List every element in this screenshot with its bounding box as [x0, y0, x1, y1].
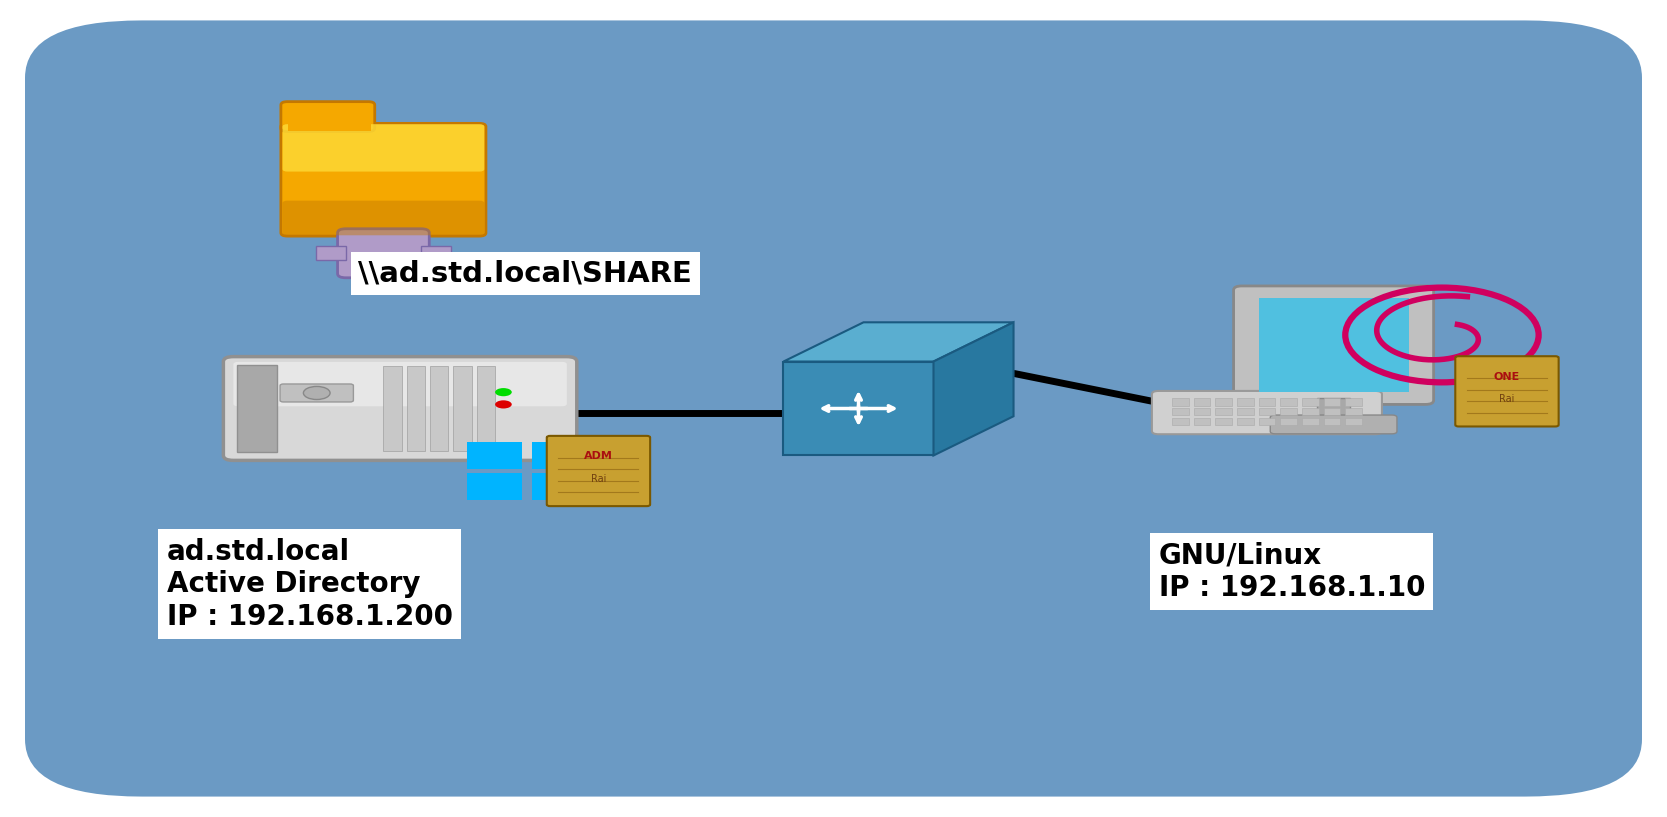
Bar — [1194, 418, 1210, 426]
Bar — [1324, 399, 1340, 406]
Bar — [1302, 418, 1319, 426]
FancyBboxPatch shape — [337, 229, 430, 278]
Circle shape — [495, 400, 512, 408]
FancyBboxPatch shape — [1270, 415, 1397, 434]
Bar — [1345, 399, 1362, 406]
Bar — [288, 121, 372, 131]
Bar — [1172, 408, 1189, 416]
Bar — [1237, 399, 1254, 406]
Bar — [1194, 408, 1210, 416]
Bar — [1302, 408, 1319, 416]
Bar — [1215, 408, 1232, 416]
Bar — [1345, 418, 1362, 426]
Bar — [237, 364, 277, 453]
Polygon shape — [783, 361, 934, 456]
Text: ONE: ONE — [1494, 372, 1520, 382]
Bar — [1237, 418, 1254, 426]
Bar — [407, 366, 425, 451]
FancyBboxPatch shape — [283, 124, 485, 172]
Bar — [467, 442, 522, 469]
FancyBboxPatch shape — [547, 436, 650, 507]
Bar — [1215, 418, 1232, 426]
Text: \\ad.std.local\SHARE: \\ad.std.local\SHARE — [358, 260, 692, 288]
Circle shape — [495, 388, 512, 396]
Bar — [383, 366, 402, 451]
FancyBboxPatch shape — [280, 384, 353, 402]
Polygon shape — [934, 323, 1014, 456]
Bar — [1280, 399, 1297, 406]
FancyBboxPatch shape — [283, 201, 485, 235]
Bar — [1324, 408, 1340, 416]
Circle shape — [303, 386, 330, 400]
Bar — [1194, 399, 1210, 406]
Text: Rai: Rai — [1499, 395, 1515, 404]
Bar — [1280, 408, 1297, 416]
Bar — [1259, 399, 1275, 406]
Bar — [532, 474, 587, 500]
Bar — [1259, 298, 1409, 392]
FancyBboxPatch shape — [280, 123, 487, 236]
FancyBboxPatch shape — [1152, 391, 1382, 435]
FancyBboxPatch shape — [1234, 286, 1434, 404]
Bar — [1259, 408, 1275, 416]
Text: ADM: ADM — [583, 451, 613, 462]
Bar — [1259, 418, 1275, 426]
Bar — [1324, 418, 1340, 426]
Bar — [1280, 418, 1297, 426]
Bar — [317, 246, 347, 261]
FancyBboxPatch shape — [25, 20, 1642, 797]
Text: GNU/Linux
IP : 192.168.1.10: GNU/Linux IP : 192.168.1.10 — [1159, 542, 1425, 602]
Bar — [1317, 398, 1350, 421]
Bar — [477, 366, 495, 451]
FancyBboxPatch shape — [1455, 356, 1559, 426]
Text: ad.std.local
Active Directory
IP : 192.168.1.200: ad.std.local Active Directory IP : 192.1… — [167, 538, 453, 631]
Bar — [467, 474, 522, 500]
Bar — [420, 246, 450, 261]
Bar — [1345, 408, 1362, 416]
Polygon shape — [783, 323, 1014, 361]
Bar — [1215, 399, 1232, 406]
Bar — [430, 366, 448, 451]
Bar — [1172, 399, 1189, 406]
FancyBboxPatch shape — [223, 356, 577, 461]
Bar — [532, 442, 587, 469]
Bar — [1302, 399, 1319, 406]
Text: Rai: Rai — [590, 474, 607, 484]
Bar — [1237, 408, 1254, 416]
FancyBboxPatch shape — [233, 362, 567, 406]
Bar — [453, 366, 472, 451]
Bar — [1172, 418, 1189, 426]
FancyBboxPatch shape — [280, 101, 375, 132]
